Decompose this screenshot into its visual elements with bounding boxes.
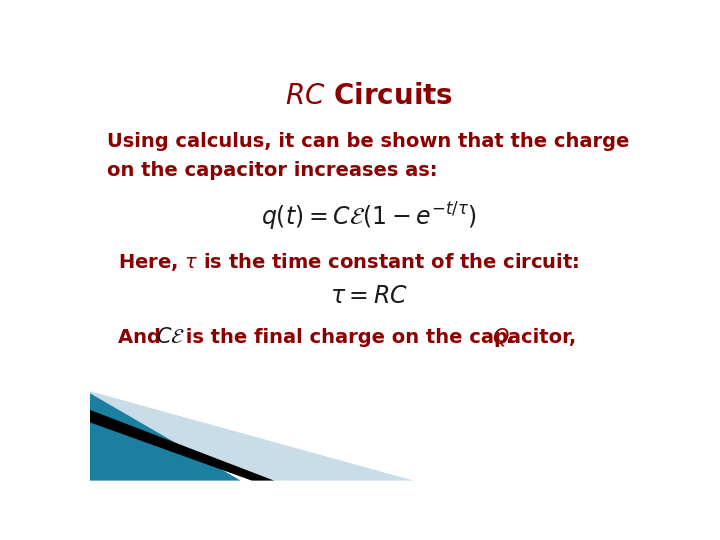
Text: $C\mathcal{E}$: $C\mathcal{E}$ xyxy=(156,327,186,347)
Text: $Q$: $Q$ xyxy=(492,326,510,348)
Text: $\mathit{RC}$ Circuits: $\mathit{RC}$ Circuits xyxy=(285,82,453,110)
Text: $q(t) = C\mathcal{E}(1 - e^{-t/\tau})$: $q(t) = C\mathcal{E}(1 - e^{-t/\tau})$ xyxy=(261,200,477,233)
Polygon shape xyxy=(90,391,413,481)
Text: And: And xyxy=(118,328,168,347)
Text: is the final charge on the capacitor,: is the final charge on the capacitor, xyxy=(179,328,583,347)
Text: $\tau = RC$: $\tau = RC$ xyxy=(330,284,408,308)
Polygon shape xyxy=(90,410,274,481)
Text: Using calculus, it can be shown that the charge: Using calculus, it can be shown that the… xyxy=(107,132,629,151)
Text: Here, $\tau$ is the time constant of the circuit:: Here, $\tau$ is the time constant of the… xyxy=(118,251,580,273)
Polygon shape xyxy=(90,393,240,481)
Text: on the capacitor increases as:: on the capacitor increases as: xyxy=(107,161,437,180)
Text: .: . xyxy=(505,328,513,347)
